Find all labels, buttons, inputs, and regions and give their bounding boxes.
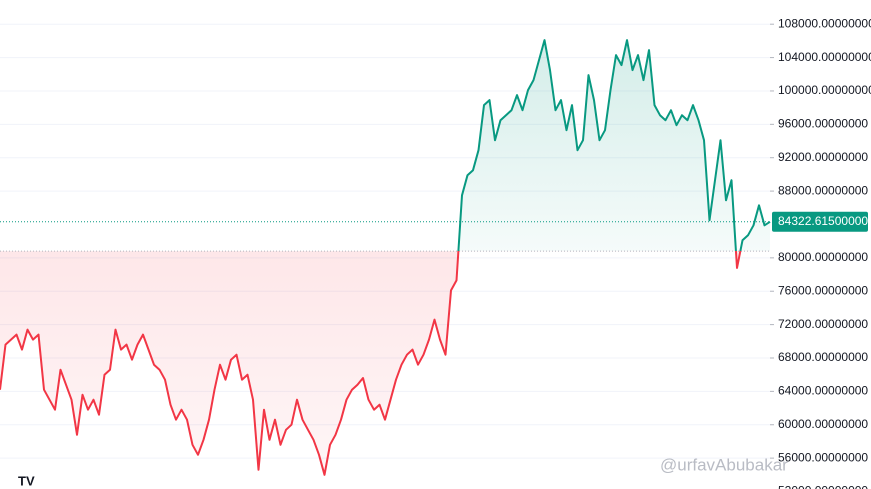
price-line [0,39,771,476]
watermark: @urfavAbubakar [660,455,788,474]
y-tick-label: 68000.00000000 [778,350,868,364]
y-tick-label: 56000.00000000 [778,450,868,464]
y-tick-label: 80000.00000000 [778,250,868,264]
y-tick-label: 60000.00000000 [778,417,868,431]
logo: TV [18,473,35,488]
last-price-box [772,211,868,232]
y-tick-label: 52000.00000000 [778,484,868,489]
y-tick-label: 108000.00000000 [778,16,871,30]
y-tick-label: 96000.00000000 [778,117,868,131]
y-tick-label: 88000.00000000 [778,183,868,197]
y-tick-label: 100000.00000000 [778,83,871,97]
y-tick-label: 92000.00000000 [778,150,868,164]
last-price-label: 84322.61500000 [778,214,868,228]
y-tick-label: 72000.00000000 [778,317,868,331]
y-tick-label: 64000.00000000 [778,384,868,398]
baseline-area [0,40,770,475]
y-tick-label: 76000.00000000 [778,283,868,297]
y-tick-label: 104000.00000000 [778,50,871,64]
